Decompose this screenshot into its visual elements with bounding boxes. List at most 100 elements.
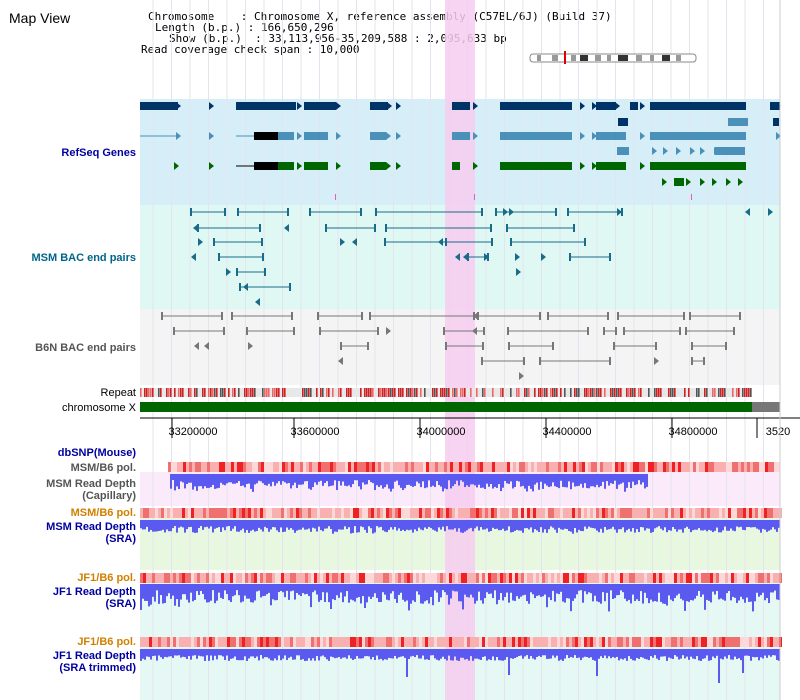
selection-highlight[interactable] [445,0,475,700]
polymorphism-segment [738,462,741,472]
track-label-jf1-depth[interactable]: JF1 Read Depth (SRA) [0,586,136,610]
read-depth-bar [596,584,598,602]
polymorphism-segment [623,637,626,647]
bac-end-pairs[interactable] [161,208,773,380]
repeat-element [526,388,528,397]
read-depth-bar [374,520,376,533]
read-depth-bar [264,649,266,658]
polymorphism-segment [554,637,557,647]
read-depth-bar [660,584,662,602]
polymorphism-segment [558,462,561,472]
read-depth-bar [260,474,262,482]
polymorphism-segment [414,462,417,472]
track-label-msm-depth-sra[interactable]: MSM Read Depth (SRA) [0,521,136,545]
gene-strand-arrow [640,102,645,110]
bac-end-arrow [191,253,196,261]
track-label-msm-pol-2[interactable]: MSM/B6 pol. [70,507,136,519]
read-depth-bar [496,520,498,529]
polymorphism-segment [683,508,686,518]
polymorphism-segment [362,637,365,647]
polymorphism-segment [333,462,336,472]
read-depth-bar [530,649,532,657]
repeat-element [674,388,676,397]
read-depth-bar [586,584,588,595]
refseq-gene-models[interactable] [140,102,781,200]
read-depth-bar [578,474,580,486]
read-depth-bar [472,474,474,485]
read-depth-bar [768,520,770,531]
repeat-element [366,388,368,397]
track-label-jf1-pol-1[interactable]: JF1/B6 pol. [77,572,136,584]
repeat-element [332,388,334,397]
read-depth-bar [322,474,324,486]
read-depth-bar [624,520,626,533]
polymorphism-segment [350,573,353,583]
bac-end [490,224,492,232]
read-depth-bar [768,584,770,604]
polymorphism-segment [564,462,567,472]
track-label-msm-depth-cap[interactable]: MSM Read Depth (Capillary) [0,478,136,502]
polymorphism-segment [161,508,164,518]
read-depth-bar [586,649,588,658]
read-depth-bar [544,474,546,484]
read-depth-bar [412,649,414,656]
polymorphism-segment [675,462,678,472]
read-depth-bar [540,474,542,482]
polymorphism-segment [521,637,524,647]
polymorphism-segment [314,508,317,518]
polymorphism-segment [330,462,333,472]
polymorphism-segment [470,508,473,518]
read-depth-bar [326,520,328,529]
read-depth-bar [656,649,658,659]
chromosome-ideogram[interactable] [529,51,697,64]
track-label-b6n-bac[interactable]: B6N BAC end pairs [35,342,136,354]
read-depth-bar [240,520,242,531]
read-depth-bar [250,649,252,657]
read-depth-bar [298,584,300,595]
read-depth-bar [748,584,750,602]
gene-strand-arrow [174,162,179,170]
polymorphism-segment [746,508,749,518]
read-depth-bar [432,584,434,606]
read-depth-bar [218,649,220,656]
polymorphism-segment [197,637,200,647]
polymorphism-segment [281,573,284,583]
track-label-jf1-pol-2[interactable]: JF1/B6 pol. [77,636,136,648]
polymorphism-segment [542,573,545,583]
read-depth-bar [568,474,570,482]
track-label-dbsnp[interactable]: dbSNP(Mouse) [57,447,136,459]
read-depth-bar [184,520,186,533]
bac-end [317,312,319,320]
read-depth-bar [544,584,546,595]
read-depth-bar [346,584,348,592]
read-depth-bar [376,474,378,486]
track-label-msm-bac[interactable]: MSM BAC end pairs [31,252,136,264]
repeat-element [534,388,536,397]
track-label-jf1-depth-trimmed[interactable]: JF1 Read Depth (SRA trimmed) [0,650,136,674]
read-depth-bar [542,584,544,597]
read-depth-bar [280,584,282,591]
polymorphism-segment [711,462,714,472]
track-label-refseq[interactable]: RefSeq Genes [61,147,136,159]
polymorphism-segment [365,637,368,647]
polymorphism-segment [191,637,194,647]
read-depth-bar [538,649,540,656]
read-depth-bar [632,474,634,482]
read-depth-bar [416,649,418,656]
read-depth-bar [506,649,508,657]
read-depth-bar [556,584,558,594]
label-line: (Capillary) [82,490,136,502]
read-depth-bar [652,520,654,532]
read-depth-bar [146,584,148,601]
read-depth-bar [178,649,180,656]
read-depth-bar [362,520,364,528]
read-depth-bar [248,520,250,533]
read-depth-bar [560,474,562,481]
read-depth-bar [218,474,220,488]
polymorphism-segment [308,508,311,518]
polymorphism-segment [174,462,177,472]
track-label-msm-pol-1[interactable]: MSM/B6 pol. [70,462,136,474]
read-depth-bar [532,584,534,595]
read-depth-bar [688,520,690,529]
